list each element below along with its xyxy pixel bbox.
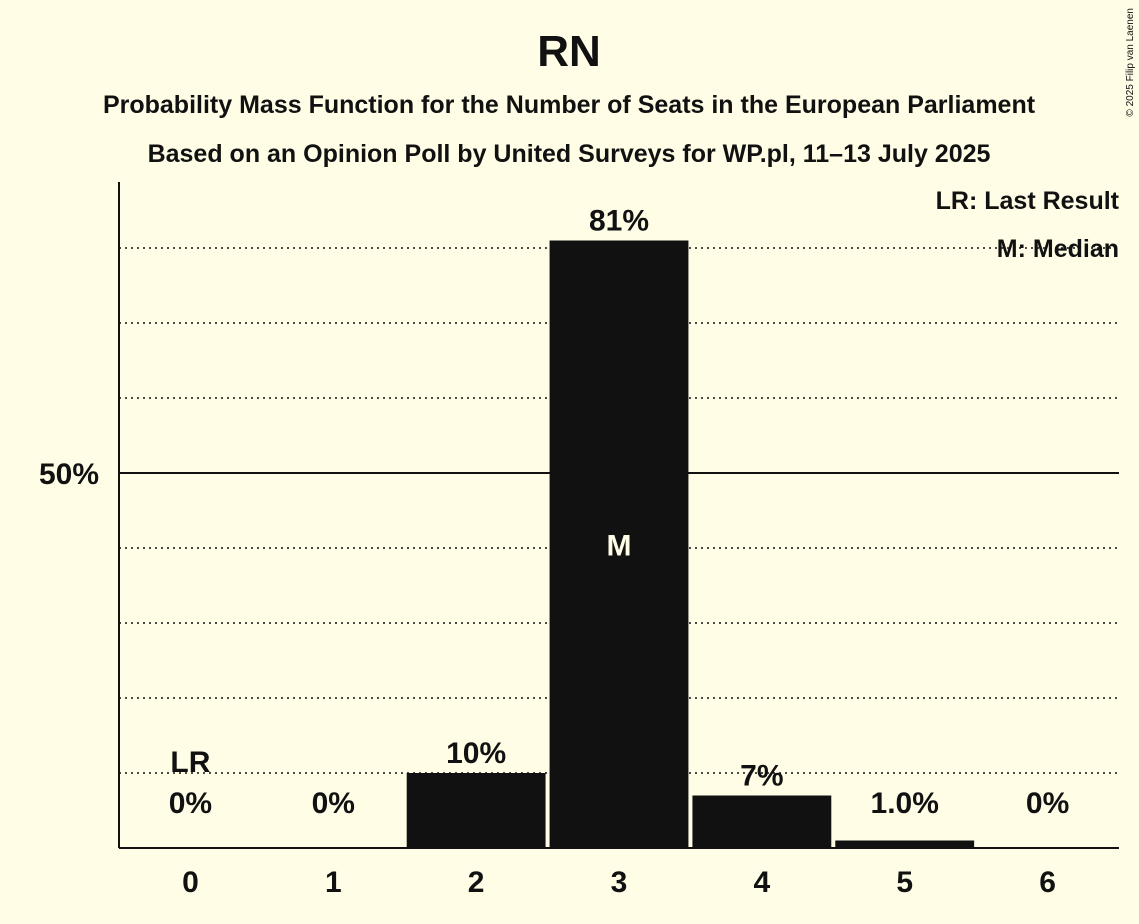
x-tick-1: 1 — [325, 866, 342, 899]
x-tick-6: 6 — [1039, 866, 1056, 899]
x-tick-2: 2 — [468, 866, 485, 899]
legend-median: M: Median — [997, 235, 1119, 263]
copyright-notice: © 2025 Filip van Laenen — [1125, 8, 1136, 117]
x-tick-4: 4 — [754, 866, 771, 899]
value-label-4: 7% — [740, 760, 783, 793]
chart-title: RN — [537, 27, 601, 76]
y-tick-label: 50% — [39, 458, 99, 491]
bar-4 — [692, 795, 832, 848]
value-label-1: 0% — [312, 787, 355, 820]
chart-subtitle-1: Probability Mass Function for the Number… — [103, 91, 1036, 119]
median-marker: M — [607, 529, 632, 562]
bars — [406, 240, 975, 848]
last-result-marker: LR — [170, 746, 210, 779]
x-tick-5: 5 — [896, 866, 913, 899]
bar-3 — [549, 240, 689, 848]
chart-subtitle-2: Based on an Opinion Poll by United Surve… — [148, 140, 991, 168]
legend-last-result: LR: Last Result — [936, 187, 1120, 215]
value-label-5: 1.0% — [871, 787, 939, 820]
value-label-2: 10% — [446, 737, 506, 770]
value-label-3: 81% — [589, 205, 649, 238]
value-label-0: 0% — [169, 787, 212, 820]
bar-5 — [835, 840, 975, 848]
x-tick-3: 3 — [611, 866, 628, 899]
x-tick-labels: 0 1 2 3 4 5 6 — [182, 866, 1056, 899]
value-label-6: 0% — [1026, 787, 1069, 820]
x-tick-0: 0 — [182, 866, 199, 899]
bar-2 — [406, 773, 546, 848]
value-labels: 0% LR 0% 10% 81% M 7% 1.0% 0% — [169, 205, 1070, 821]
